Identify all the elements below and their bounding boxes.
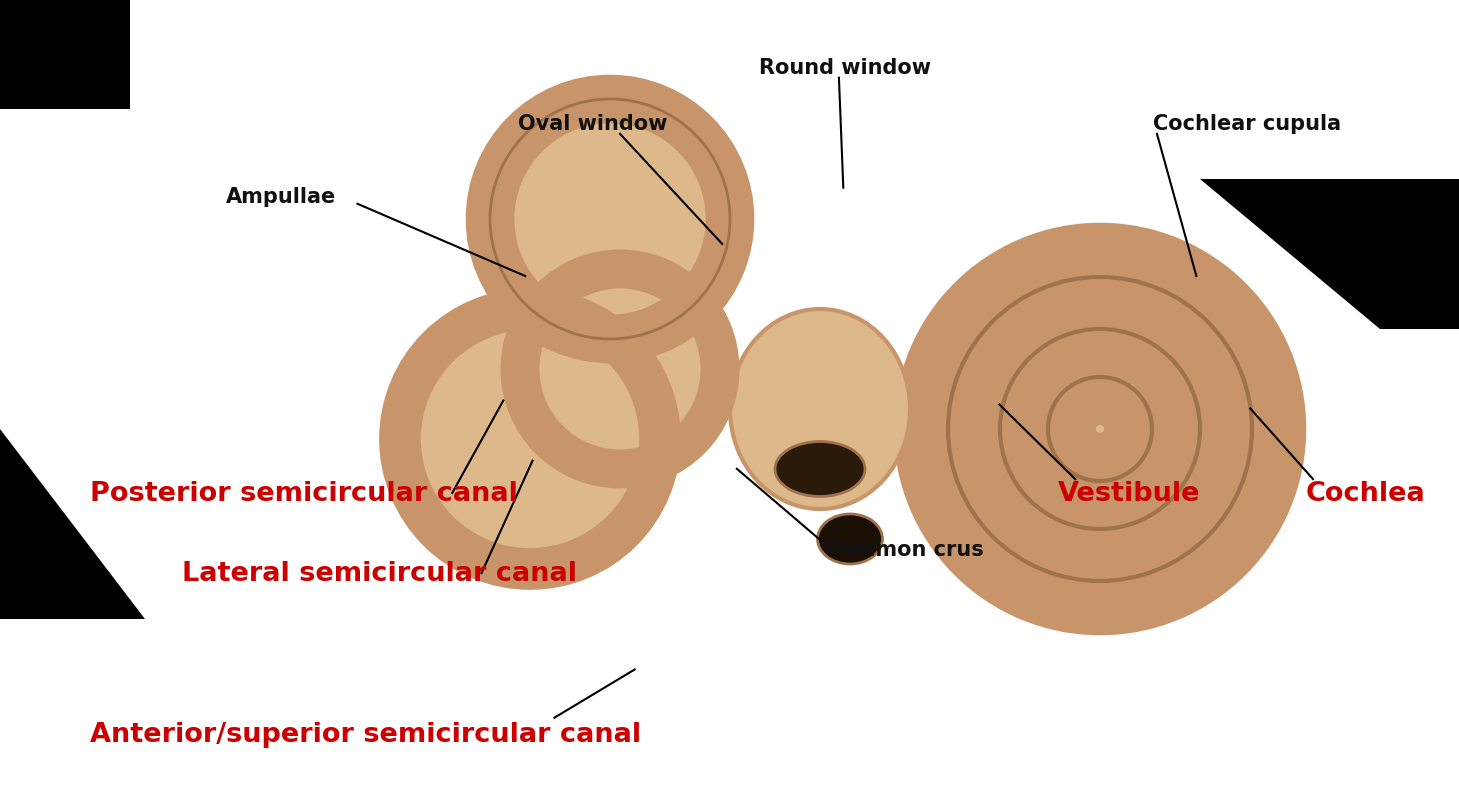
Text: Oval window: Oval window (518, 115, 667, 134)
Text: Posterior semicircular canal: Posterior semicircular canal (90, 480, 518, 506)
Circle shape (385, 294, 676, 585)
Circle shape (473, 83, 747, 357)
Text: Cochlea: Cochlea (1306, 480, 1425, 506)
Text: Anterior/superior semicircular canal: Anterior/superior semicircular canal (90, 721, 642, 747)
Ellipse shape (817, 514, 883, 565)
Text: Vestibule: Vestibule (1058, 480, 1201, 506)
Ellipse shape (775, 442, 865, 497)
Text: Common crus: Common crus (824, 540, 983, 559)
Text: Ampullae: Ampullae (226, 187, 337, 206)
Text: Lateral semicircular canal: Lateral semicircular canal (182, 561, 578, 586)
Circle shape (900, 229, 1300, 630)
Text: Round window: Round window (759, 59, 931, 78)
Text: Cochlear cupula: Cochlear cupula (1153, 115, 1341, 134)
Circle shape (505, 255, 735, 484)
Ellipse shape (730, 310, 910, 509)
